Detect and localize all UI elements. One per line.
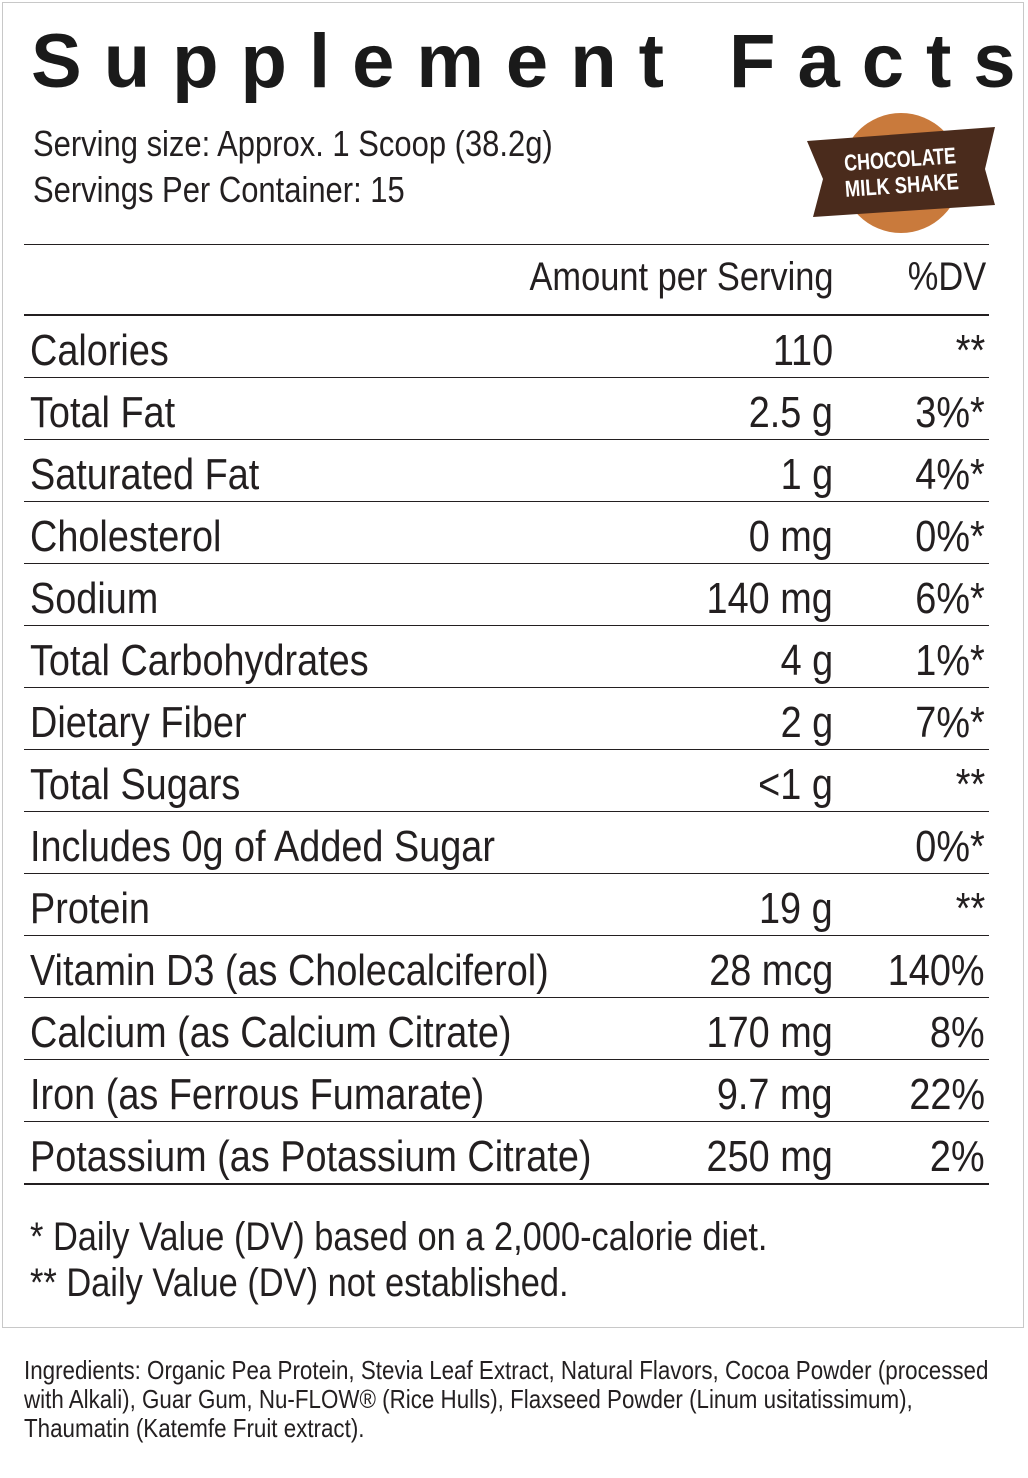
nutrient-name: Protein <box>30 884 150 933</box>
nutrient-name: Dietary Fiber <box>30 698 247 747</box>
nutrient-name: Potassium (as Potassium Citrate) <box>30 1132 592 1181</box>
footnote-single-star: * Daily Value (DV) based on a 2,000-calo… <box>30 1215 768 1259</box>
nutrient-dv: 0%* <box>915 512 985 561</box>
table-row: Total Carbohydrates 4 g 1%* <box>24 626 989 688</box>
nutrient-amount: 28 mcg <box>708 946 833 995</box>
nutrient-dv: ** <box>955 760 985 809</box>
table-row: Cholesterol 0 mg 0%* <box>24 502 989 564</box>
nutrient-dv: 140% <box>888 946 985 995</box>
nutrient-amount: 140 mg <box>706 574 833 623</box>
footnote-double-star: ** Daily Value (DV) not established. <box>30 1261 569 1305</box>
nutrient-name: Cholesterol <box>30 512 222 561</box>
nutrient-amount: 1 g <box>780 450 833 499</box>
supplement-facts-panel: Supplement Facts Serving size: Approx. 1… <box>2 2 1024 1328</box>
nutrient-name: Total Sugars <box>30 760 241 809</box>
nutrient-name: Calcium (as Calcium Citrate) <box>30 1008 512 1057</box>
nutrient-dv: 6%* <box>915 574 985 623</box>
nutrient-amount: 9.7 mg <box>717 1070 833 1119</box>
nutrient-amount: 2 g <box>780 698 833 747</box>
nutrient-dv: 0%* <box>915 822 985 871</box>
header-dv: %DV <box>907 255 986 299</box>
nutrient-dv: 8% <box>930 1008 985 1057</box>
serving-info: Serving size: Approx. 1 Scoop (38.2g) Se… <box>33 121 553 213</box>
nutrient-name: Vitamin D3 (as Cholecalciferol) <box>30 946 549 995</box>
serving-size: Serving size: Approx. 1 Scoop (38.2g) <box>33 123 553 164</box>
table-row: Saturated Fat 1 g 4%* <box>24 440 989 502</box>
table-row: Calories 110 ** <box>24 316 989 378</box>
nutrient-dv: 1%* <box>915 636 985 685</box>
nutrient-name: Includes 0g of Added Sugar <box>30 822 495 871</box>
badge-ribbon <box>807 127 995 217</box>
nutrient-dv: 4%* <box>915 450 985 499</box>
table-row: Includes 0g of Added Sugar 0%* <box>24 812 989 874</box>
nutrient-name: Iron (as Ferrous Fumarate) <box>30 1070 485 1119</box>
nutrient-amount: 4 g <box>780 636 833 685</box>
table-row: Potassium (as Potassium Citrate) 250 mg 2% <box>24 1122 989 1185</box>
nutrient-amount: 250 mg <box>706 1132 833 1181</box>
table-row: Protein 19 g ** <box>24 874 989 936</box>
flavor-badge: CHOCOLATE MILK SHAKE <box>807 113 995 233</box>
servings-per-container: Servings Per Container: 15 <box>33 169 405 210</box>
nutrient-name: Total Fat <box>30 388 176 437</box>
table-row: Vitamin D3 (as Cholecalciferol) 28 mcg 140… <box>24 936 989 998</box>
panel-title: Supplement Facts <box>31 19 1028 104</box>
nutrient-name: Calories <box>30 326 169 375</box>
nutrient-dv: 7%* <box>915 698 985 747</box>
nutrient-dv: ** <box>955 326 985 375</box>
table-row: Iron (as Ferrous Fumarate) 9.7 mg 22% <box>24 1060 989 1122</box>
table-row: Total Fat 2.5 g 3%* <box>24 378 989 440</box>
facts-table: Calories 110 ** Total Fat 2.5 g 3%* Saturated … <box>24 316 989 1185</box>
top-rule <box>24 244 989 245</box>
footnotes: * Daily Value (DV) based on a 2,000-calo… <box>30 1214 767 1306</box>
nutrient-amount: 2.5 g <box>748 388 833 437</box>
header-amount: Amount per Serving <box>529 255 834 299</box>
nutrient-amount: 19 g <box>759 884 833 933</box>
nutrient-dv: 2% <box>930 1132 985 1181</box>
nutrient-amount: 0 mg <box>748 512 833 561</box>
nutrient-dv: 22% <box>909 1070 985 1119</box>
nutrient-name: Sodium <box>30 574 159 623</box>
nutrient-amount: 170 mg <box>706 1008 833 1057</box>
nutrient-amount: <1 g <box>758 760 833 809</box>
table-row: Dietary Fiber 2 g 7%* <box>24 688 989 750</box>
table-row: Total Sugars <1 g ** <box>24 750 989 812</box>
table-row: Calcium (as Calcium Citrate) 170 mg 8% <box>24 998 989 1060</box>
nutrient-dv: 3%* <box>915 388 985 437</box>
header-rule <box>24 314 989 316</box>
nutrient-amount: 110 <box>772 326 833 375</box>
badge-text: CHOCOLATE MILK SHAKE <box>843 142 959 202</box>
nutrient-name: Total Carbohydrates <box>30 636 369 685</box>
table-row: Sodium 140 mg 6%* <box>24 564 989 626</box>
nutrient-dv: ** <box>955 884 985 933</box>
ingredients-text: Ingredients: Organic Pea Protein, Stevia… <box>24 1355 989 1443</box>
nutrient-name: Saturated Fat <box>30 450 260 499</box>
